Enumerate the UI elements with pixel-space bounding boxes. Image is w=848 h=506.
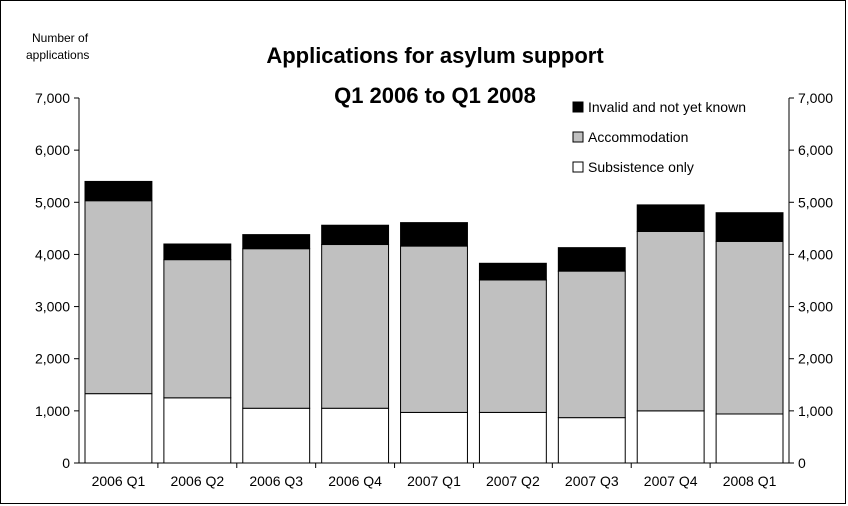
y-axis-label: Number of applications: [26, 31, 89, 62]
bar-segment: [163, 259, 232, 399]
y-tick-left-label: 3,000: [35, 299, 70, 315]
bar-segment: [715, 413, 784, 464]
bar-segment: [400, 245, 468, 413]
x-tick-label: 2006 Q4: [328, 473, 382, 489]
x-tick-label: 2007 Q4: [644, 473, 698, 489]
y-tick-right-label: 0: [798, 455, 806, 471]
chart-subtitle: Q1 2006 to Q1 2008: [334, 83, 536, 108]
axes: 0 0 1,000 1,000 2,000 2,000 3,000 3,000 4,000 4,0…: [35, 90, 833, 489]
bars: [84, 180, 784, 464]
x-tick-label: 2007 Q3: [565, 473, 619, 489]
legend-swatch: [572, 131, 584, 143]
bar-segment: [84, 180, 153, 202]
y-tick-left-label: 0: [62, 455, 70, 471]
y-tick-left-label: 7,000: [35, 90, 70, 106]
bar-segment: [557, 247, 626, 272]
bar-segment: [321, 407, 390, 464]
legend-swatch: [572, 101, 584, 113]
bar-segment: [84, 200, 153, 395]
legend-label: Invalid and not yet known: [588, 99, 746, 115]
y-tick-right-label: 2,000: [798, 351, 833, 367]
y-tick-left-label: 2,000: [35, 351, 70, 367]
y-tick-right-label: 7,000: [798, 90, 833, 106]
bar-segment: [557, 270, 626, 419]
x-tick-label: 2006 Q2: [170, 473, 224, 489]
bar-segment: [715, 240, 784, 415]
bar-segment: [478, 279, 547, 413]
bar-segment: [242, 234, 311, 250]
bar-segment: [636, 410, 705, 464]
bar-segment: [557, 417, 626, 464]
x-tick-label: 2007 Q2: [486, 473, 540, 489]
y-tick-left-label: 4,000: [35, 246, 70, 262]
legend-label: Subsistence only: [588, 159, 694, 175]
chart-title: Applications for asylum support: [266, 43, 604, 68]
x-tick-label: 2006 Q1: [92, 473, 146, 489]
y-tick-left-label: 6,000: [35, 142, 70, 158]
bar-segment: [400, 411, 468, 464]
bar-segment: [400, 222, 468, 247]
y-tick-right-label: 4,000: [798, 246, 833, 262]
y-tick-left-label: 5,000: [35, 194, 70, 210]
y-tick-left-label: 1,000: [35, 403, 70, 419]
legend-swatch: [572, 161, 584, 173]
bar-segment: [242, 248, 311, 409]
bar-segment: [163, 243, 232, 261]
bar-segment: [321, 224, 390, 246]
y-tick-right-label: 6,000: [798, 142, 833, 158]
legend: Invalid and not yet known Accommodation Su…: [572, 99, 746, 175]
x-tick-label: 2008 Q1: [723, 473, 777, 489]
bar-segment: [636, 204, 705, 232]
x-tick-label: 2007 Q1: [407, 473, 461, 489]
y-tick-right-label: 5,000: [798, 194, 833, 210]
bar-segment: [242, 407, 311, 464]
x-tick-label: 2006 Q3: [249, 473, 303, 489]
bar-segment: [715, 212, 784, 242]
y-tick-right-label: 3,000: [798, 299, 833, 315]
legend-label: Accommodation: [588, 129, 688, 145]
bar-segment: [636, 230, 705, 412]
y-tick-right-label: 1,000: [798, 403, 833, 419]
bar-segment: [84, 393, 153, 464]
bar-segment: [321, 244, 390, 409]
bar-segment: [163, 397, 232, 464]
bar-segment: [478, 411, 547, 464]
bar-segment: [478, 262, 547, 281]
